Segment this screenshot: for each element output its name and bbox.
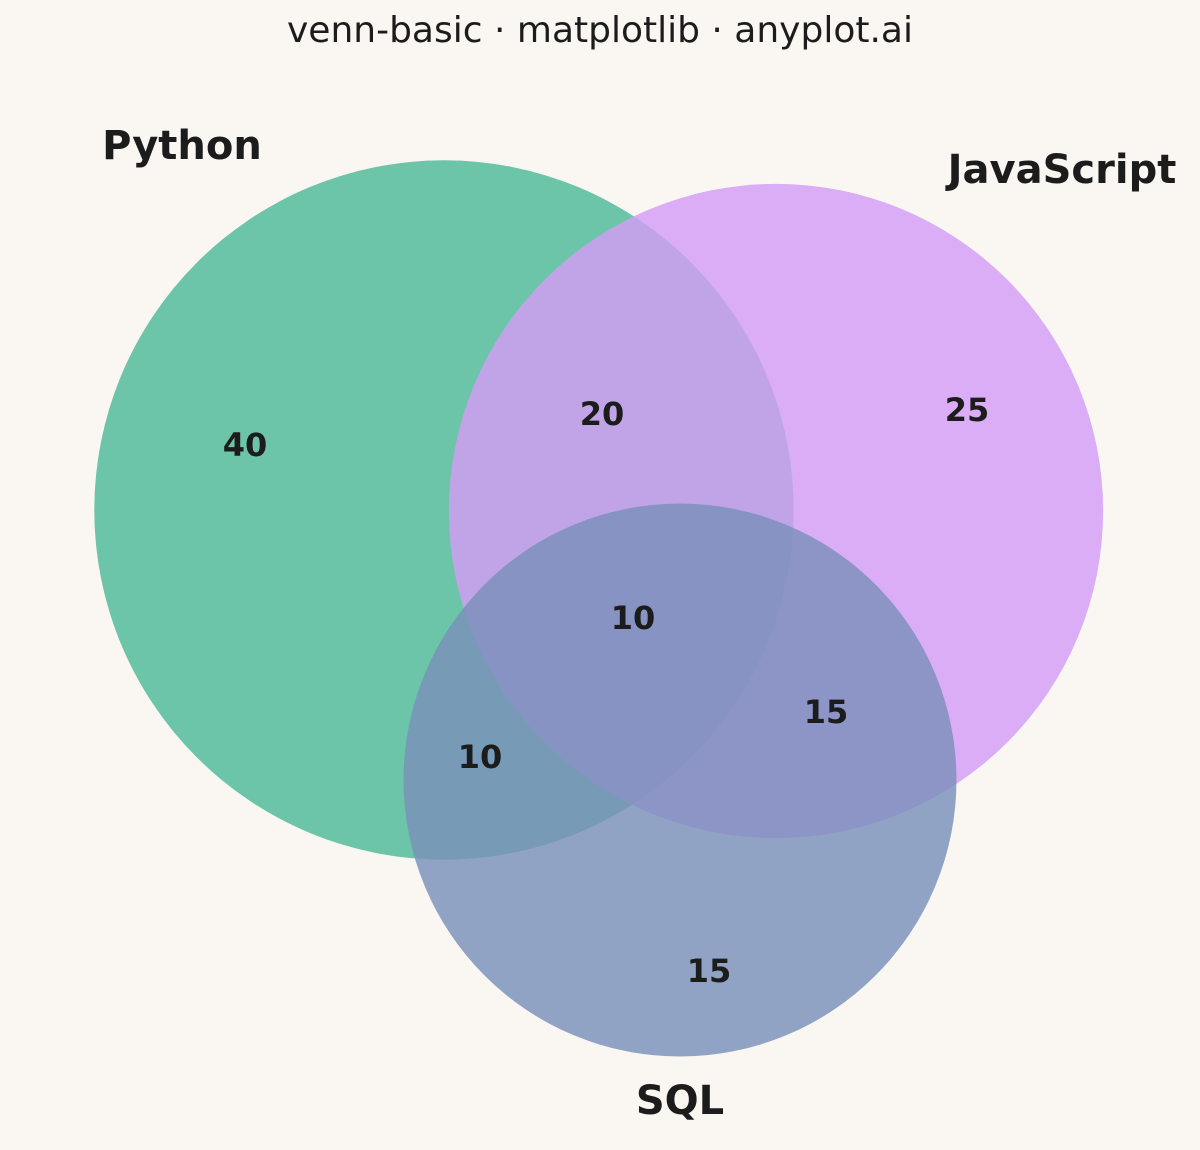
set-label: Python [102, 123, 262, 169]
region-label: 20 [580, 395, 625, 433]
chart-title: venn-basic · matplotlib · anyplot.ai [287, 10, 913, 51]
set-label: JavaScript [945, 147, 1177, 193]
region-label: 15 [687, 952, 732, 990]
region-label: 10 [611, 599, 656, 637]
region-label: 15 [804, 693, 849, 731]
set-circle [403, 503, 957, 1057]
set-label: SQL [636, 1078, 724, 1124]
region-label: 40 [223, 426, 268, 464]
region-label: 10 [458, 738, 503, 776]
region-label: 25 [945, 391, 990, 429]
